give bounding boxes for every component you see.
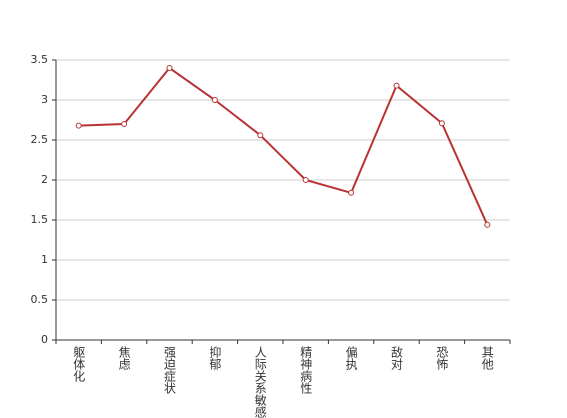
line [78, 66, 489, 226]
y-tick-label: 3 [41, 93, 48, 106]
x-tick-label: 精神病性 [298, 346, 313, 394]
point [438, 120, 445, 127]
point [166, 65, 173, 71]
y-tick-label: 0.5 [31, 293, 49, 306]
point [348, 189, 355, 196]
x-tick-label: 抑郁 [207, 346, 222, 370]
point [302, 177, 309, 183]
y-tick-label: 2 [41, 173, 48, 186]
y-tick-label: 1.5 [31, 213, 49, 226]
x-tick-label: 焦虑 [117, 346, 132, 370]
y-tick-label: 1 [41, 253, 48, 266]
point [257, 132, 264, 139]
point [484, 221, 491, 228]
x-tick-label: 恐怖 [434, 346, 449, 370]
y-tick-label: 3.5 [31, 53, 49, 66]
y-tick-label: 0 [41, 333, 48, 346]
point [211, 97, 218, 103]
y-tick-label: 2.5 [31, 133, 49, 146]
point [75, 122, 82, 129]
point [121, 121, 128, 127]
x-tick-label: 人际关系敏感 [253, 346, 268, 418]
chart: 0 0.5 1 1.5 2 2.5 3 3.5 躯体化 焦虑 强迫症状 抑郁 人际关系敏感 精神病性 偏执… [31, 53, 511, 418]
x-tick-label: 其他 [480, 346, 495, 370]
x-tick-label: 敌对 [389, 346, 404, 370]
x-tick-label: 偏执 [344, 346, 359, 370]
chart-svg: 0 0.5 1 1.5 2 2.5 3 3.5 [31, 53, 511, 346]
point [393, 82, 400, 89]
x-tick-label: 强迫症状 [162, 346, 177, 394]
x-tick-label: 躯体化 [71, 346, 86, 382]
